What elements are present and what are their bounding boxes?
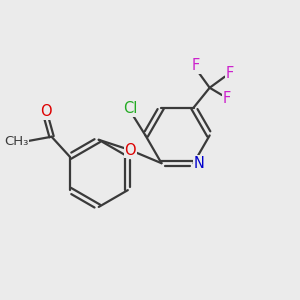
Text: O: O: [124, 142, 136, 158]
Text: F: F: [223, 91, 231, 106]
Text: O: O: [40, 104, 52, 119]
Text: N: N: [194, 156, 204, 171]
Text: Cl: Cl: [123, 101, 137, 116]
Text: CH₃: CH₃: [4, 135, 29, 148]
Text: F: F: [226, 66, 234, 81]
Text: F: F: [192, 58, 200, 74]
